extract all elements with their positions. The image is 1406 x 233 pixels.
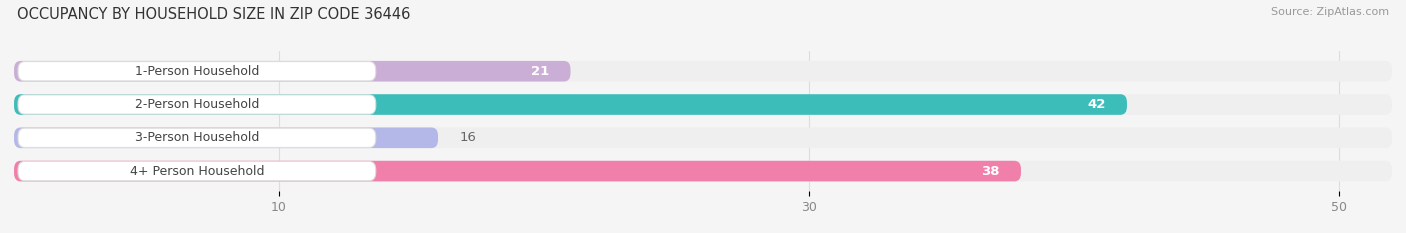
FancyBboxPatch shape bbox=[14, 94, 1128, 115]
Text: 16: 16 bbox=[460, 131, 477, 144]
FancyBboxPatch shape bbox=[14, 61, 571, 82]
FancyBboxPatch shape bbox=[18, 161, 375, 181]
FancyBboxPatch shape bbox=[18, 62, 375, 81]
Text: 21: 21 bbox=[531, 65, 550, 78]
FancyBboxPatch shape bbox=[18, 128, 375, 147]
Text: 42: 42 bbox=[1087, 98, 1105, 111]
Text: 2-Person Household: 2-Person Household bbox=[135, 98, 259, 111]
FancyBboxPatch shape bbox=[14, 61, 1392, 82]
Text: 1-Person Household: 1-Person Household bbox=[135, 65, 259, 78]
Text: OCCUPANCY BY HOUSEHOLD SIZE IN ZIP CODE 36446: OCCUPANCY BY HOUSEHOLD SIZE IN ZIP CODE … bbox=[17, 7, 411, 22]
FancyBboxPatch shape bbox=[14, 94, 1392, 115]
Text: 3-Person Household: 3-Person Household bbox=[135, 131, 259, 144]
Text: 4+ Person Household: 4+ Person Household bbox=[129, 164, 264, 178]
FancyBboxPatch shape bbox=[14, 127, 1392, 148]
FancyBboxPatch shape bbox=[14, 127, 439, 148]
FancyBboxPatch shape bbox=[18, 95, 375, 114]
Text: Source: ZipAtlas.com: Source: ZipAtlas.com bbox=[1271, 7, 1389, 17]
Text: 38: 38 bbox=[981, 164, 1000, 178]
FancyBboxPatch shape bbox=[14, 161, 1392, 182]
FancyBboxPatch shape bbox=[14, 161, 1021, 182]
